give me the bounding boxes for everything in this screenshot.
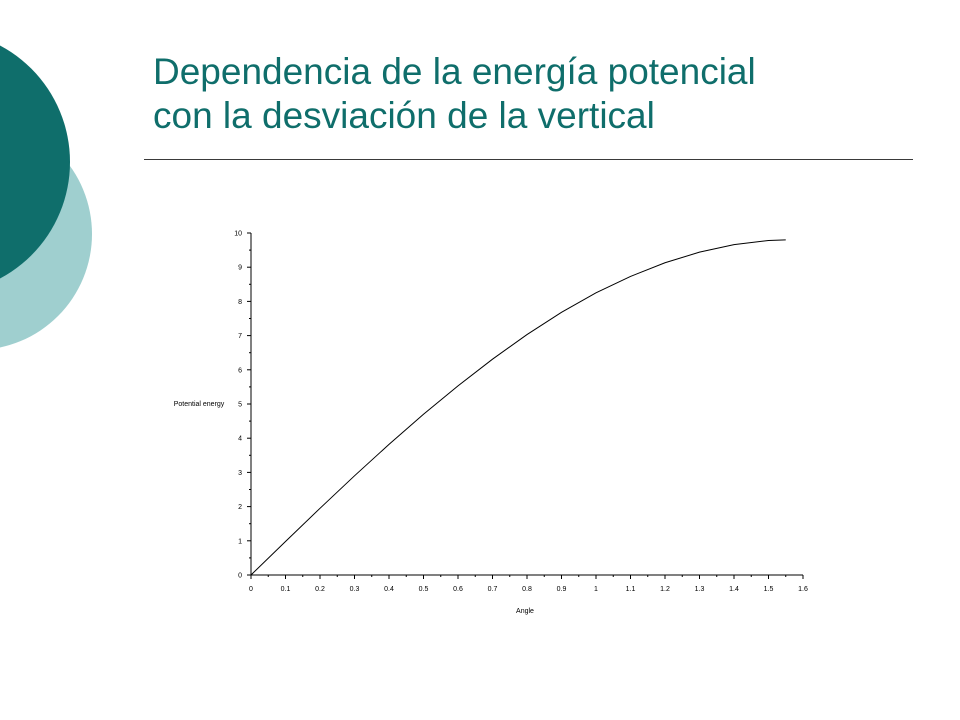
- y-tick-label: 1: [238, 538, 242, 545]
- x-tick-label: 0.2: [315, 586, 325, 593]
- y-tick-label: 10: [234, 231, 242, 238]
- x-tick-label: 0.4: [384, 586, 394, 593]
- y-tick-label: 7: [238, 333, 242, 340]
- x-tick-label: 1.6: [798, 586, 808, 593]
- x-tick-label: 0.3: [350, 586, 360, 593]
- slide-title-line-1: Dependencia de la energía potencial: [153, 51, 756, 92]
- decorative-circles: [0, 45, 92, 348]
- series-line: [250, 239, 786, 576]
- slide-title-line-2: con la desviación de la vertical: [153, 95, 655, 136]
- x-tick-label: 0.5: [419, 586, 429, 593]
- y-tick-label: 6: [238, 367, 242, 374]
- y-tick-label: 0: [238, 573, 242, 580]
- x-tick-label: 1.5: [764, 586, 774, 593]
- chart-axes: [250, 233, 803, 576]
- y-tick-label: 4: [238, 436, 242, 443]
- title-divider: [144, 159, 913, 160]
- x-tick-label: 1.3: [695, 586, 705, 593]
- x-tick-label: 0.7: [488, 586, 498, 593]
- y-axis-label: Potential energy: [174, 401, 225, 408]
- x-tick-label: 1: [594, 586, 598, 593]
- x-axis-ticks: 0 0.1 0.2 0.3 0.4 0.5 0.6 0.7 0.8 0.9 1 1.1 1.2 1.3 1.…: [249, 575, 808, 593]
- x-tick-label: 0.8: [522, 586, 532, 593]
- slide-title: Dependencia de la energía potencial con …: [153, 50, 913, 138]
- x-axis-label: Angle: [516, 608, 534, 615]
- y-axis-ticks: 0 1 2 3 4 5 6 7 8 9 10: [234, 231, 251, 580]
- dark-circle-shape: [0, 45, 70, 279]
- x-tick-label: 0.1: [281, 586, 291, 593]
- x-tick-label: 0: [249, 586, 253, 593]
- x-tick-label: 0.6: [453, 586, 463, 593]
- y-tick-label: 2: [238, 504, 242, 511]
- y-tick-label: 3: [238, 470, 242, 477]
- y-tick-label: 5: [238, 402, 242, 409]
- x-tick-label: 0.9: [557, 586, 567, 593]
- x-tick-label: 1.2: [660, 586, 670, 593]
- y-tick-label: 8: [238, 299, 242, 306]
- x-tick-label: 1.1: [626, 586, 636, 593]
- y-tick-label: 9: [238, 265, 242, 272]
- x-tick-label: 1.4: [729, 586, 739, 593]
